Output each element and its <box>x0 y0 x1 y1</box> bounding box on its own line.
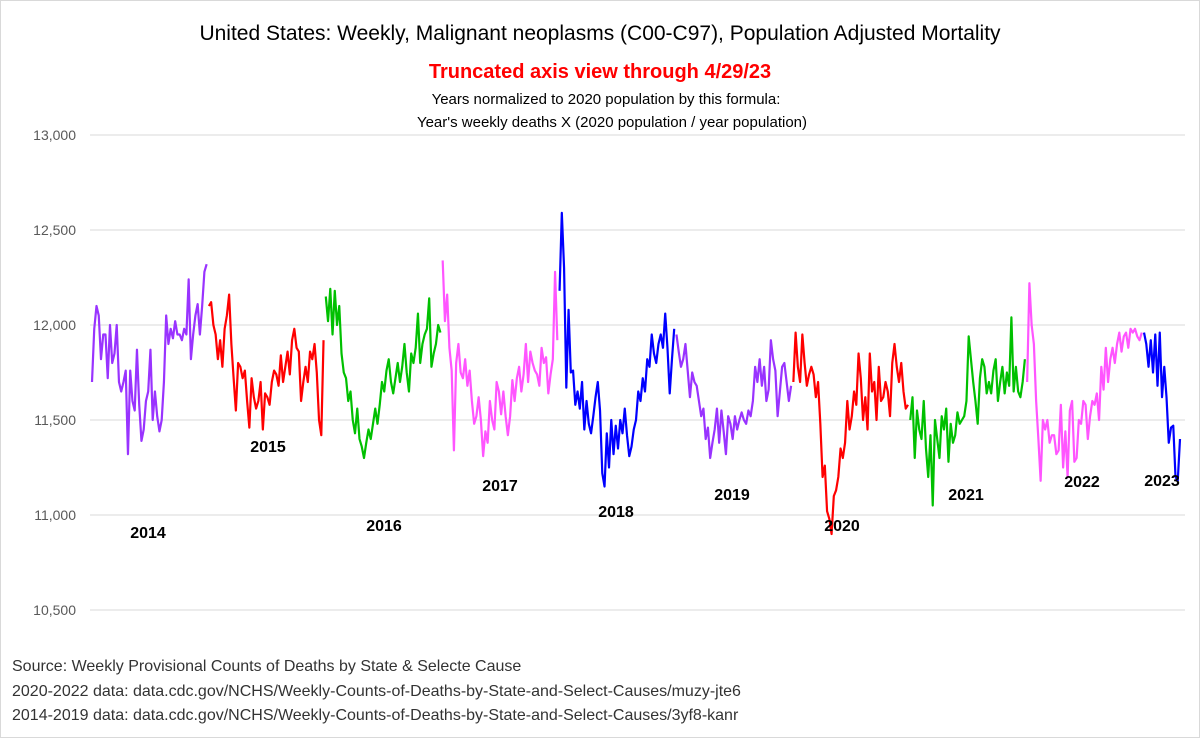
year-label: 2017 <box>482 478 518 495</box>
source: 2014-2019 data: data.cdc.gov/NCHS/Weekly… <box>12 707 739 724</box>
y-tick-label: 11,500 <box>34 412 76 428</box>
note: Year's weekly deaths X (2020 population … <box>417 114 807 131</box>
y-tick-label: 12,000 <box>33 317 76 333</box>
year-label: 2016 <box>366 518 402 535</box>
note: Years normalized to 2020 population by t… <box>432 91 781 108</box>
data-line <box>909 316 1026 507</box>
year-label: 2019 <box>714 487 750 504</box>
y-tick-label: 10,500 <box>33 602 76 618</box>
data-line <box>324 287 442 460</box>
data-line <box>1026 282 1143 482</box>
source: 2020-2022 data: data.cdc.gov/NCHS/Weekly… <box>12 683 741 700</box>
data-line <box>675 334 793 460</box>
source: Source: Weekly Provisional Counts of Dea… <box>12 658 521 675</box>
year-label: 2020 <box>824 518 860 535</box>
data-line <box>1142 331 1182 482</box>
chart-subtitle: Truncated axis view through 4/29/23 <box>429 61 771 83</box>
year-label: 2022 <box>1064 474 1100 491</box>
year-label: 2018 <box>598 504 634 521</box>
data-line <box>90 263 208 456</box>
year-label: 2023 <box>1144 473 1180 490</box>
chart-title: United States: Weekly, Malignant neoplas… <box>199 22 1001 45</box>
year-label: 2021 <box>948 487 984 504</box>
year-label: 2014 <box>130 525 166 542</box>
y-tick-label: 12,500 <box>33 222 76 238</box>
data-line <box>207 293 325 437</box>
data-line <box>558 211 676 488</box>
year-label: 2015 <box>250 439 286 456</box>
data-line <box>792 331 909 536</box>
y-tick-label: 11,000 <box>34 507 76 523</box>
data-line <box>441 260 559 458</box>
y-tick-label: 13,000 <box>33 127 76 143</box>
